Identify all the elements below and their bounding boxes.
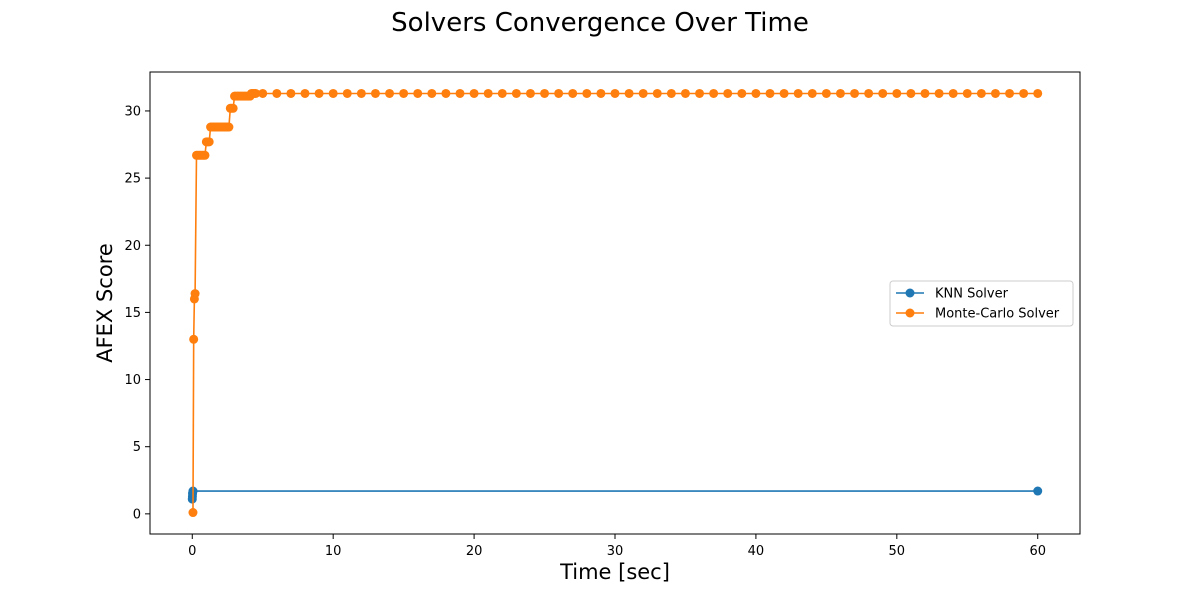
data-point	[751, 88, 761, 98]
data-point	[258, 88, 268, 98]
x-tick-label: 30	[607, 544, 624, 559]
data-point	[356, 88, 366, 98]
data-point	[385, 88, 395, 98]
data-point	[204, 137, 214, 147]
data-point	[188, 508, 198, 518]
data-point	[1033, 486, 1043, 496]
data-point	[314, 88, 324, 98]
y-axis-ticks: 0 5 10 15 20 25 30	[124, 104, 150, 522]
data-point	[709, 88, 719, 98]
legend-marker	[905, 288, 915, 298]
data-point	[990, 88, 1000, 98]
data-point	[427, 88, 437, 98]
y-tick-label: 20	[124, 239, 141, 254]
data-point	[483, 88, 493, 98]
x-tick-label: 0	[188, 544, 196, 559]
data-point	[892, 88, 902, 98]
data-point	[934, 88, 944, 98]
legend-label: Monte-Carlo Solver	[935, 307, 1060, 322]
data-point	[554, 88, 564, 98]
data-point	[399, 88, 409, 98]
data-point	[582, 88, 592, 98]
data-point	[370, 88, 380, 98]
data-point	[469, 88, 479, 98]
x-axis-ticks: 0 10 20 30 40 50 60	[188, 534, 1046, 559]
y-tick-label: 0	[133, 507, 141, 522]
data-point	[666, 88, 676, 98]
legend-marker	[905, 308, 915, 318]
legend-entries: KNN Solver Monte-Carlo Solver	[896, 287, 1060, 322]
data-point	[328, 88, 338, 98]
chart-title: Solvers Convergence Over Time	[391, 8, 809, 38]
data-point	[976, 88, 986, 98]
data-point	[835, 88, 845, 98]
data-point	[525, 88, 535, 98]
data-point	[1033, 88, 1043, 98]
data-point	[413, 88, 423, 98]
data-point	[850, 88, 860, 98]
x-tick-label: 40	[748, 544, 765, 559]
data-point	[779, 88, 789, 98]
data-point	[286, 88, 296, 98]
data-point	[300, 88, 310, 98]
data-point	[765, 88, 775, 98]
y-tick-label: 15	[124, 306, 141, 321]
y-axis-label: AFEX Score	[93, 243, 117, 363]
data-point	[224, 122, 234, 132]
data-point	[540, 88, 550, 98]
data-point	[962, 88, 972, 98]
y-tick-label: 30	[124, 104, 141, 119]
series-layer	[187, 88, 1043, 518]
data-point	[455, 88, 465, 98]
data-point	[948, 88, 958, 98]
data-point	[878, 88, 888, 98]
data-point	[695, 88, 705, 98]
data-point	[864, 88, 874, 98]
x-tick-label: 20	[466, 544, 483, 559]
data-point	[596, 88, 606, 98]
data-point	[906, 88, 916, 98]
x-axis-label: Time [sec]	[559, 560, 670, 584]
data-point	[1005, 88, 1015, 98]
data-point	[638, 88, 648, 98]
legend: KNN Solver Monte-Carlo Solver	[889, 280, 1074, 327]
data-point	[652, 88, 662, 98]
data-point	[511, 88, 521, 98]
data-point	[821, 88, 831, 98]
data-point	[568, 88, 578, 98]
data-point	[807, 88, 817, 98]
data-point	[251, 88, 261, 98]
data-point	[723, 88, 733, 98]
x-tick-label: 60	[1029, 544, 1046, 559]
y-tick-label: 10	[124, 373, 141, 388]
data-point	[228, 103, 238, 113]
legend-label: KNN Solver	[935, 287, 1009, 302]
x-tick-label: 10	[325, 544, 342, 559]
data-point	[737, 88, 747, 98]
data-point	[920, 88, 930, 98]
data-point	[200, 150, 210, 160]
y-tick-label: 25	[124, 172, 141, 187]
data-point	[610, 88, 620, 98]
x-tick-label: 50	[889, 544, 906, 559]
legend-box	[889, 280, 1074, 327]
data-point	[497, 88, 507, 98]
data-point	[680, 88, 690, 98]
data-point	[624, 88, 634, 98]
y-tick-label: 5	[133, 440, 141, 455]
data-point	[1019, 88, 1029, 98]
data-point	[189, 334, 199, 344]
data-point	[272, 88, 282, 98]
series-monte-carlo-solver	[188, 88, 1043, 518]
data-point	[342, 88, 352, 98]
data-point	[190, 289, 200, 299]
data-point	[441, 88, 451, 98]
data-point	[793, 88, 803, 98]
